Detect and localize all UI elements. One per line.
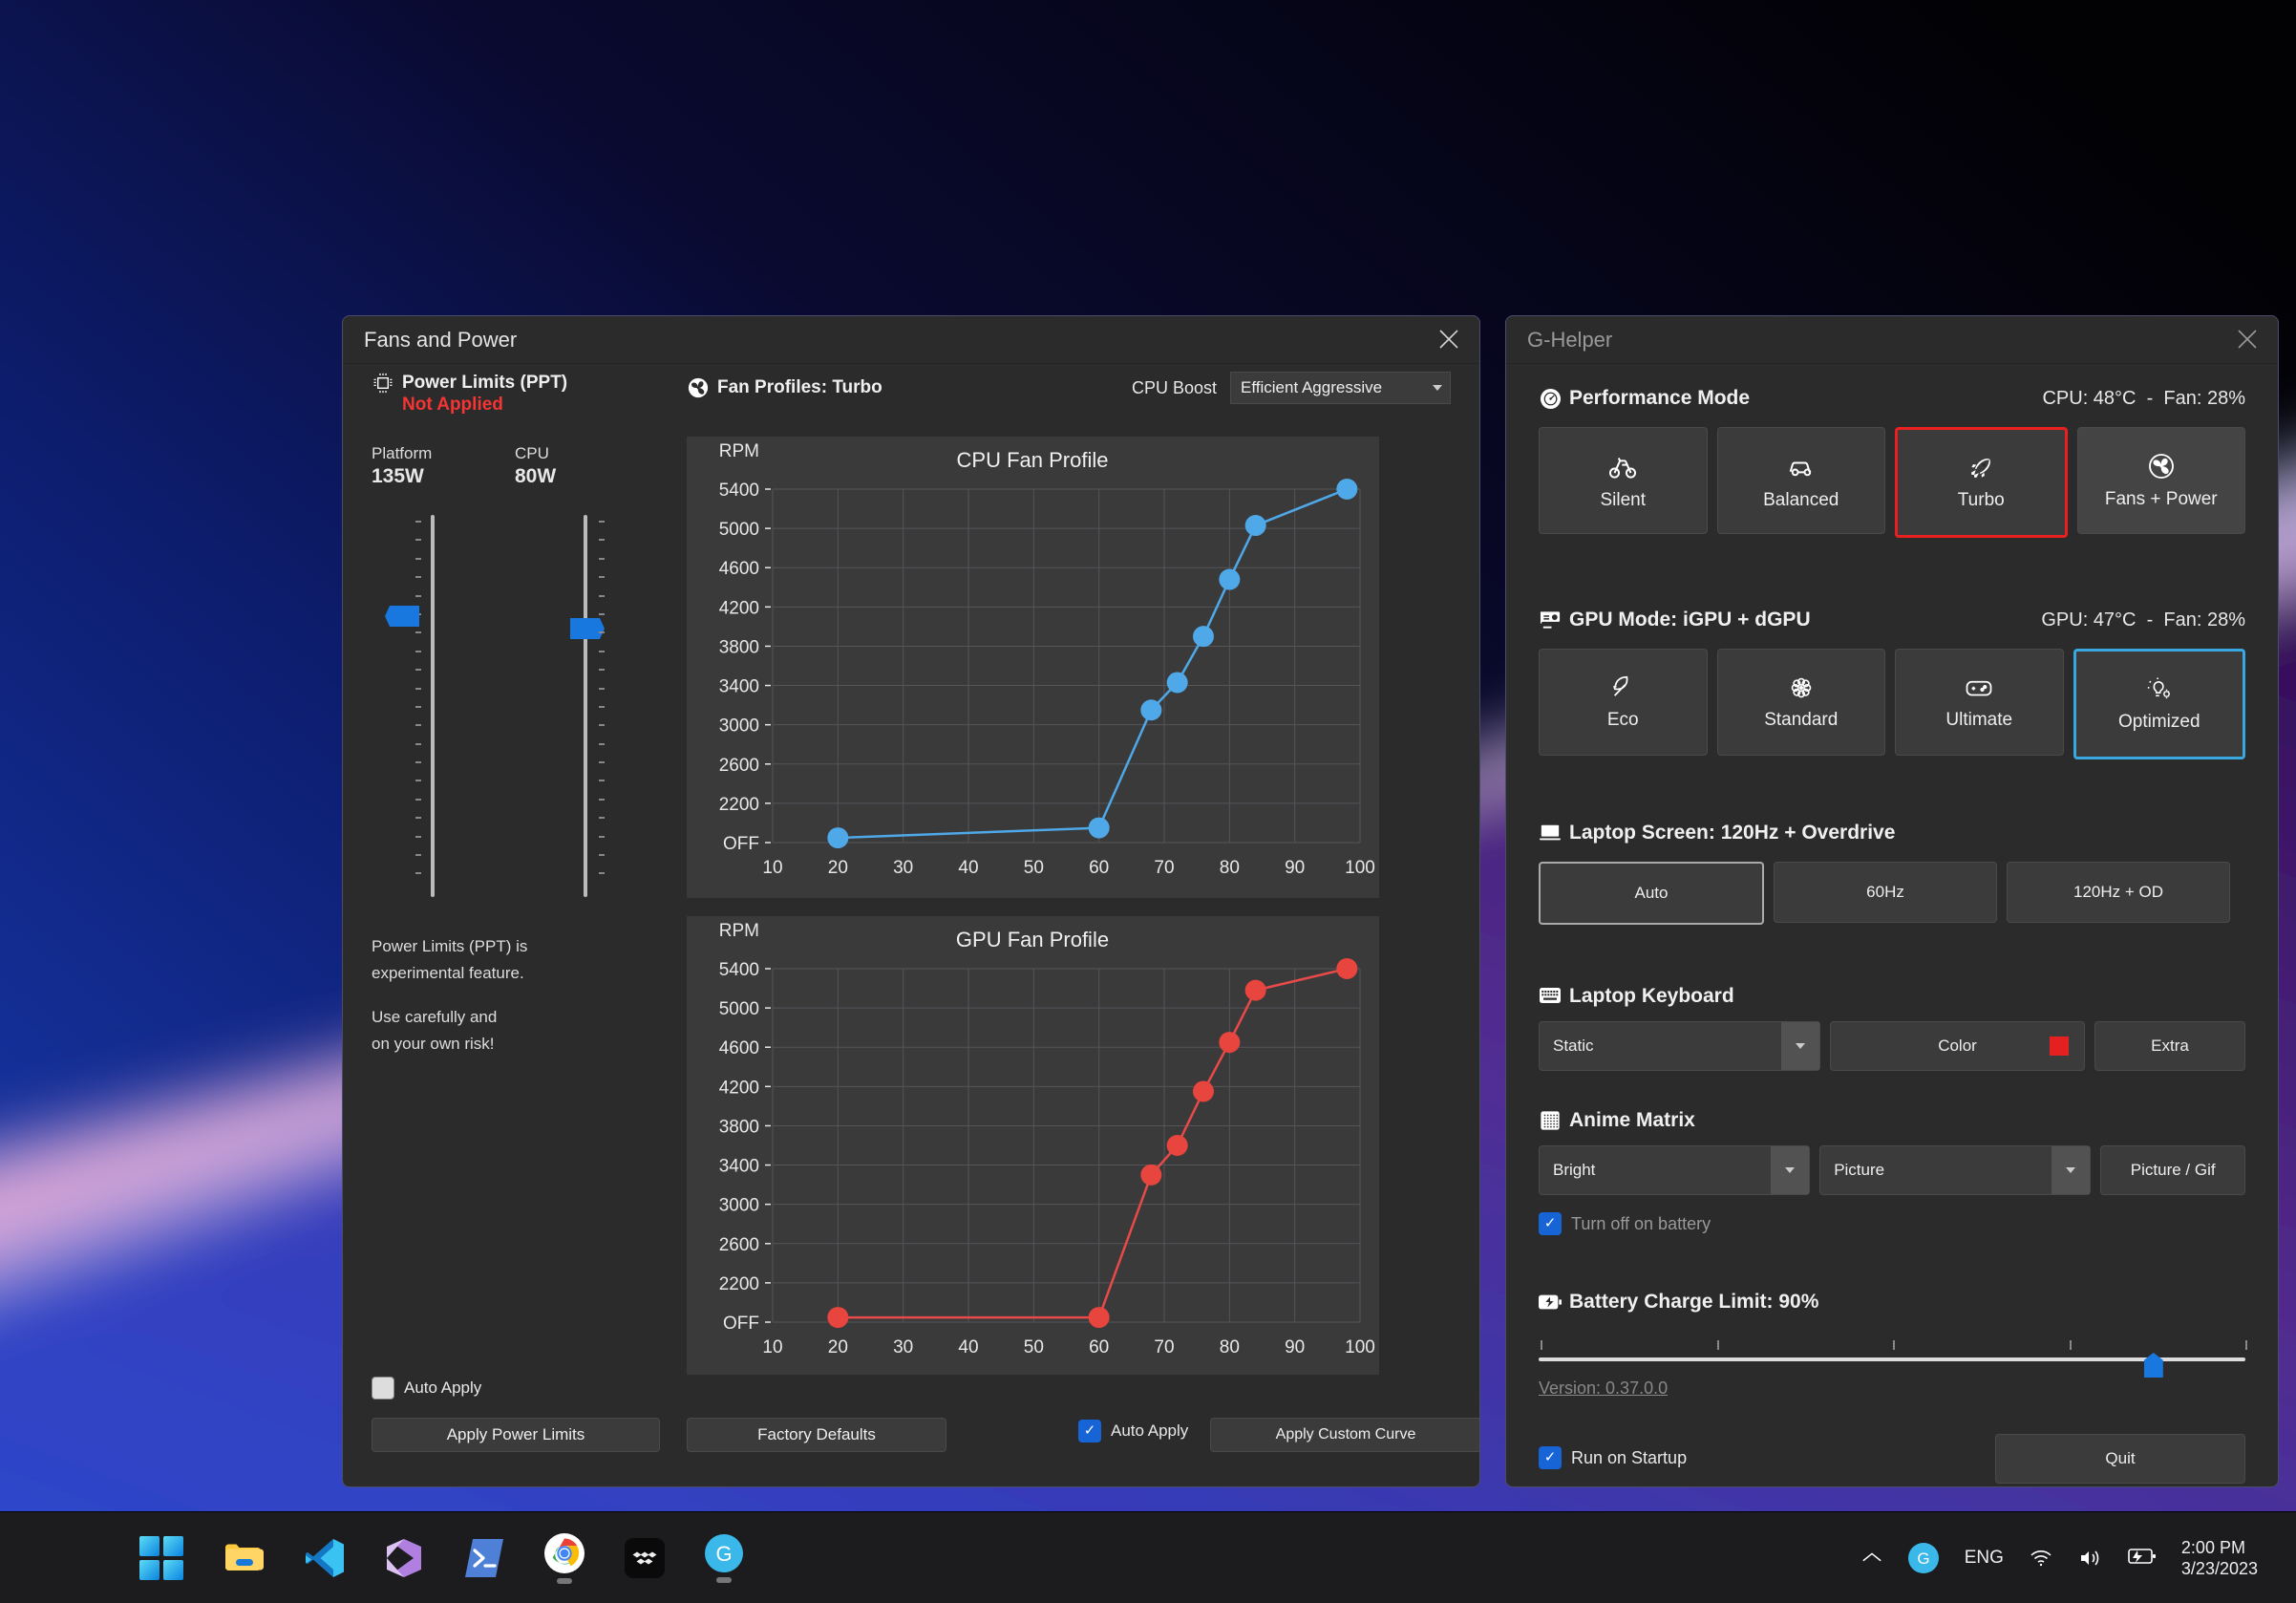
svg-text:2200: 2200 bbox=[719, 1274, 759, 1294]
svg-text:3400: 3400 bbox=[719, 1157, 759, 1177]
svg-text:50: 50 bbox=[1024, 1337, 1044, 1357]
svg-text:CPU Fan Profile: CPU Fan Profile bbox=[957, 448, 1109, 472]
svg-text:10: 10 bbox=[762, 858, 782, 878]
svg-text:G: G bbox=[1917, 1550, 1929, 1568]
svg-text:20: 20 bbox=[828, 1337, 848, 1357]
svg-text:20: 20 bbox=[828, 858, 848, 878]
svg-text:60: 60 bbox=[1089, 858, 1109, 878]
svg-text:4600: 4600 bbox=[719, 1038, 759, 1058]
svg-text:80: 80 bbox=[1220, 858, 1240, 878]
svg-text:5000: 5000 bbox=[719, 520, 759, 540]
svg-text:70: 70 bbox=[1154, 1337, 1174, 1357]
svg-text:OFF: OFF bbox=[723, 1314, 759, 1334]
svg-text:90: 90 bbox=[1285, 1337, 1305, 1357]
svg-text:60: 60 bbox=[1089, 1337, 1109, 1357]
svg-text:3000: 3000 bbox=[719, 1196, 759, 1216]
svg-text:30: 30 bbox=[893, 1337, 913, 1357]
svg-text:100: 100 bbox=[1345, 858, 1375, 878]
svg-text:RPM: RPM bbox=[719, 441, 759, 461]
svg-text:G: G bbox=[715, 1542, 732, 1566]
svg-text:OFF: OFF bbox=[723, 834, 759, 854]
svg-text:RPM: RPM bbox=[719, 921, 759, 941]
svg-text:70: 70 bbox=[1154, 858, 1174, 878]
svg-text:3800: 3800 bbox=[719, 1117, 759, 1137]
svg-text:4600: 4600 bbox=[719, 559, 759, 579]
svg-text:10: 10 bbox=[762, 1337, 782, 1357]
svg-text:100: 100 bbox=[1345, 1337, 1375, 1357]
svg-text:3000: 3000 bbox=[719, 716, 759, 737]
svg-text:3800: 3800 bbox=[719, 637, 759, 657]
svg-text:50: 50 bbox=[1024, 858, 1044, 878]
svg-text:2200: 2200 bbox=[719, 795, 759, 815]
svg-text:3400: 3400 bbox=[719, 677, 759, 697]
svg-text:4200: 4200 bbox=[719, 1078, 759, 1098]
svg-text:5400: 5400 bbox=[719, 481, 759, 501]
svg-text:40: 40 bbox=[958, 1337, 978, 1357]
svg-text:4200: 4200 bbox=[719, 598, 759, 618]
svg-text:30: 30 bbox=[893, 858, 913, 878]
svg-text:5400: 5400 bbox=[719, 960, 759, 980]
svg-text:GPU Fan Profile: GPU Fan Profile bbox=[956, 928, 1109, 951]
svg-text:2600: 2600 bbox=[719, 1235, 759, 1255]
svg-text:2600: 2600 bbox=[719, 756, 759, 776]
svg-text:5000: 5000 bbox=[719, 999, 759, 1019]
svg-text:90: 90 bbox=[1285, 858, 1305, 878]
svg-text:80: 80 bbox=[1220, 1337, 1240, 1357]
svg-text:40: 40 bbox=[958, 858, 978, 878]
